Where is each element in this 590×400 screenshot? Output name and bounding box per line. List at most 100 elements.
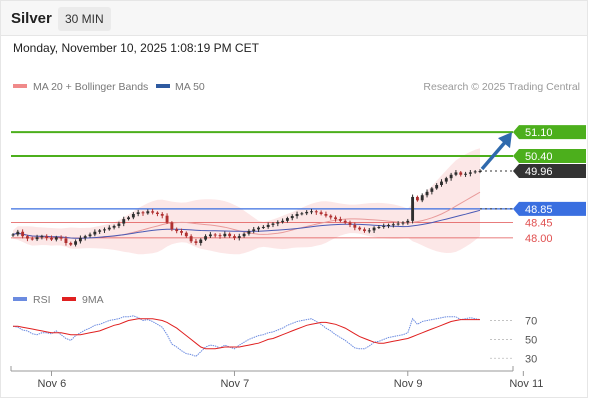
rsi-legend: RSI 9MA — [13, 294, 104, 306]
forecast-arrow-shaft — [480, 139, 508, 171]
candle-body — [69, 243, 73, 245]
x-tick-label: Nov 11 — [509, 378, 543, 390]
candle-body — [478, 171, 482, 173]
candle-body — [64, 238, 68, 243]
legend-label-9ma: 9MA — [82, 294, 104, 306]
legend-swatch-bollinger — [13, 84, 27, 88]
candle-body — [199, 239, 203, 243]
candle-body — [319, 212, 323, 214]
instrument-title: Silver — [11, 10, 52, 27]
candle-body — [213, 234, 217, 236]
candle-body — [329, 215, 333, 218]
candle-body — [464, 173, 468, 175]
candle-body — [391, 224, 395, 226]
candle-body — [74, 241, 78, 245]
candle-body — [93, 231, 97, 235]
level-label: 49.96 — [525, 166, 553, 178]
candle-body — [425, 191, 429, 196]
candle-body — [435, 185, 439, 189]
rsi-tick-label: 50 — [525, 334, 537, 346]
candle-body — [444, 178, 448, 182]
rsi-line — [12, 315, 481, 357]
bollinger-band — [13, 148, 480, 255]
candle-body — [98, 230, 102, 232]
candle-body — [204, 236, 208, 240]
candle-body — [257, 227, 260, 230]
candle-body — [281, 220, 285, 223]
candle-body — [382, 225, 386, 227]
candle-body — [117, 223, 121, 226]
legend-swatch-rsi — [13, 297, 27, 301]
candle-body — [103, 229, 106, 231]
candle-body — [473, 171, 477, 173]
main-legend: MA 20 + Bollinger Bands MA 50 Research ©… — [13, 81, 580, 93]
candle-body — [353, 224, 357, 228]
candle-body — [440, 181, 443, 185]
candle-body — [40, 236, 44, 238]
candle-body — [305, 211, 309, 214]
chart-frame — [0, 36, 588, 398]
candle-body — [122, 219, 126, 224]
candle-body — [11, 234, 15, 236]
candle-body — [45, 236, 49, 238]
candle-body — [449, 174, 453, 179]
candle-body — [401, 222, 405, 224]
candle-body — [261, 226, 265, 228]
candle-body — [16, 231, 20, 235]
candle-body — [252, 229, 256, 232]
level-tag — [513, 201, 586, 216]
candle-body — [334, 217, 338, 220]
datetime-label: Monday, November 10, 2025 1:08:19 PM CET — [13, 41, 259, 55]
candle-body — [338, 219, 342, 221]
candle-body — [430, 188, 434, 192]
rsi-plot: 70 50 30 — [12, 315, 537, 365]
x-axis: Nov 6 Nov 7 Nov 9 Nov 11 — [10, 366, 543, 390]
candle-body — [146, 211, 150, 214]
candle-body — [459, 172, 463, 175]
candle-body — [59, 237, 63, 239]
candle-body — [35, 237, 39, 240]
candle-body — [266, 224, 270, 227]
candle-body — [300, 213, 304, 215]
candle-body — [411, 196, 415, 221]
timeframe-button[interactable]: 30 MIN — [58, 7, 111, 31]
level-label: 48.85 — [525, 204, 553, 216]
candle-body — [377, 226, 381, 228]
candle-body — [228, 233, 232, 237]
x-tick-label: Nov 6 — [38, 378, 67, 390]
ma50-line — [12, 209, 481, 239]
candle-body — [233, 236, 236, 238]
candle-body — [165, 215, 169, 223]
candle-body — [175, 229, 179, 232]
candle-body — [170, 222, 174, 230]
candle-body — [127, 217, 130, 220]
legend-label-bollinger: MA 20 + Bollinger Bands — [33, 81, 148, 93]
candle-body — [180, 231, 183, 233]
candle-body — [406, 220, 410, 223]
candle-body — [107, 227, 111, 230]
candle-body — [348, 222, 352, 225]
level-label: 48.00 — [525, 233, 553, 245]
candle-body — [155, 212, 159, 214]
level-tag — [513, 125, 586, 140]
candle-body — [358, 227, 362, 230]
candle-body — [295, 214, 299, 217]
candle-body — [420, 195, 424, 201]
level-label: 48.45 — [525, 218, 553, 230]
candle-body — [415, 196, 419, 201]
candle-body — [468, 172, 472, 174]
level-label: 50.40 — [525, 151, 553, 163]
candle-body — [160, 214, 164, 216]
candle-body — [21, 231, 25, 237]
forecast-arrow-head — [498, 132, 512, 149]
candle-body — [83, 236, 87, 238]
candle-body — [242, 233, 246, 237]
main-plot: 51.10 50.40 49.96 48.85 48.45 48.00 — [11, 125, 586, 255]
candle-body — [310, 211, 313, 213]
x-tick-label: Nov 9 — [394, 378, 423, 390]
candle-body — [141, 212, 145, 214]
candle-body — [131, 214, 135, 218]
candle-body — [194, 241, 198, 243]
legend-swatch-9ma — [62, 297, 76, 301]
